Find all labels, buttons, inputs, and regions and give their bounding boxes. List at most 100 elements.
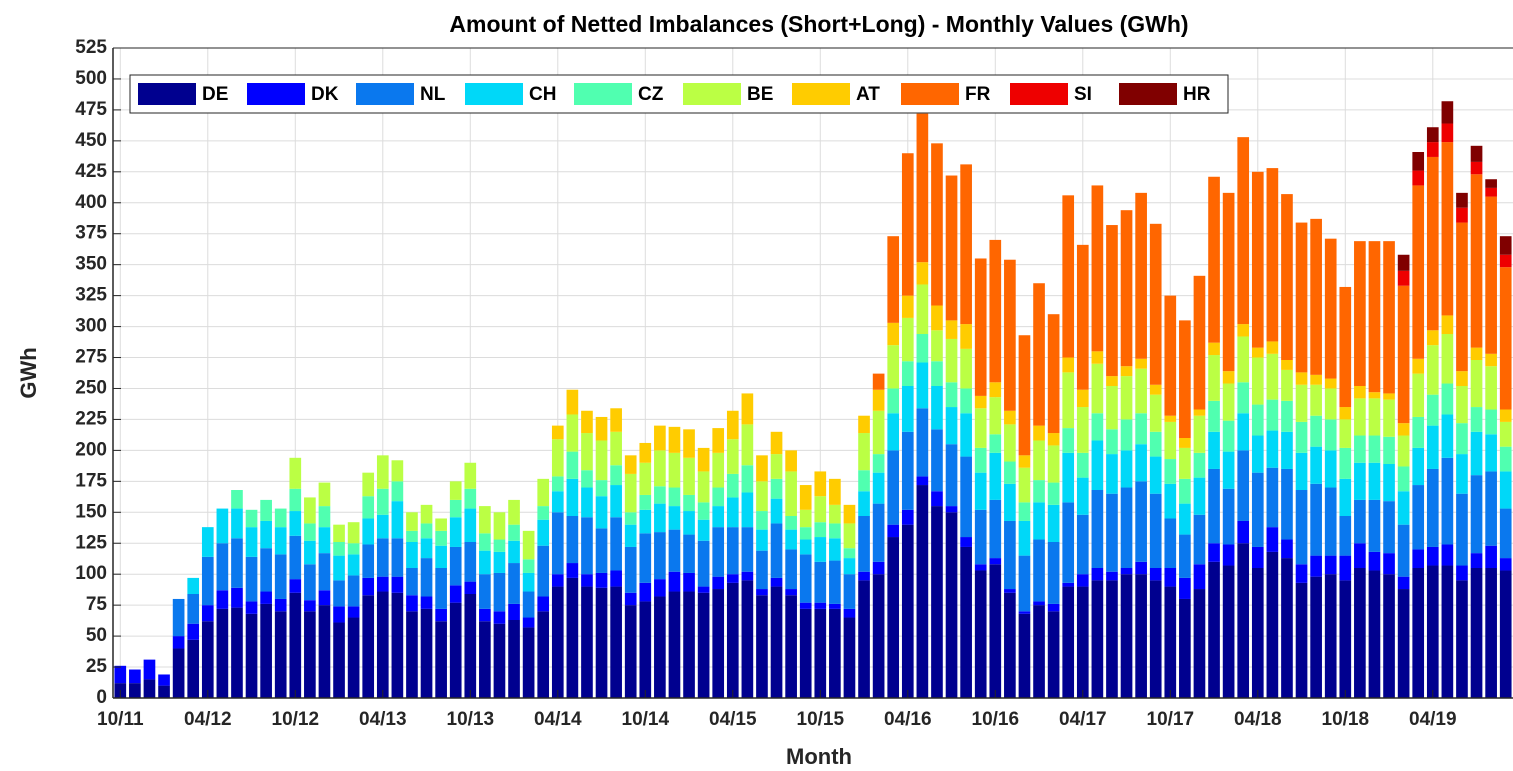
bar-segment	[1047, 445, 1060, 483]
bar-segment	[1412, 447, 1425, 486]
bar-segment	[289, 511, 302, 536]
bar-segment	[274, 554, 287, 599]
bar-segment	[260, 499, 272, 521]
bar-segment	[231, 538, 243, 588]
bar-segment	[1106, 386, 1118, 430]
bar-segment	[1047, 603, 1060, 612]
bar-segment	[318, 590, 331, 606]
bar-segment	[114, 665, 127, 684]
bar-segment	[916, 362, 929, 409]
bar-segment	[974, 395, 987, 409]
bar-segment	[1018, 467, 1031, 503]
bar-segment	[829, 538, 841, 561]
y-tick-label: 375	[75, 223, 107, 244]
bar-segment	[1412, 373, 1425, 417]
bar-segment	[668, 452, 681, 488]
x-tick-label: 04/12	[184, 709, 232, 730]
bar-segment	[435, 530, 447, 546]
bar-segment	[1426, 394, 1439, 426]
bar-segment	[537, 596, 550, 612]
bar-segment	[1485, 366, 1497, 410]
bar-segment	[376, 488, 389, 515]
bar-segment	[1222, 192, 1235, 372]
bar-segment	[522, 591, 535, 618]
bar-segment	[1164, 295, 1177, 416]
ticks: 0 25 50 75 100 125 150 175 200 225 250 275 300 325 350…	[75, 37, 1456, 730]
bar-segment	[1208, 176, 1220, 343]
bar-segment	[318, 553, 331, 591]
bar-segment	[464, 462, 477, 489]
bar-segment	[1470, 161, 1483, 175]
y-tick-label: 75	[86, 594, 108, 615]
bar-segment	[1018, 335, 1031, 456]
bar-segment	[668, 529, 681, 572]
bar-segment	[508, 540, 520, 564]
bar-segment	[1281, 431, 1293, 469]
bar-segment	[1310, 576, 1322, 698]
bar-segment	[581, 433, 593, 471]
bar-segment	[1091, 580, 1104, 698]
bar-segment	[639, 494, 652, 510]
bar-segment	[1295, 372, 1308, 385]
bar-segment	[887, 524, 900, 538]
bar-segment	[1018, 613, 1031, 698]
bar-segment	[1441, 334, 1454, 384]
bar-segment	[726, 497, 739, 528]
bar-segment	[1354, 398, 1366, 436]
bar-segment	[1149, 493, 1162, 568]
bar-segment	[945, 175, 958, 321]
bar-segment	[333, 580, 345, 607]
bar-segment	[1047, 482, 1060, 505]
bar-segment	[785, 589, 797, 596]
bar-segment	[945, 512, 958, 698]
bar-segment	[1281, 558, 1293, 698]
bar-segment	[1456, 371, 1468, 386]
bar-segment	[347, 522, 360, 544]
bar-segment	[1397, 270, 1410, 286]
bar-segment	[829, 478, 841, 505]
bar-segment	[595, 572, 608, 588]
bar-segment	[1426, 468, 1439, 547]
bar-segment	[347, 543, 360, 555]
bar-segment	[726, 473, 739, 498]
bar-segment	[435, 568, 447, 609]
bar-segment	[1018, 455, 1031, 468]
bar-segment	[1179, 598, 1191, 698]
bar-segment	[362, 472, 375, 497]
bar-segment	[872, 574, 885, 698]
bar-segment	[420, 558, 433, 597]
bar-segment	[304, 611, 316, 698]
bar-segment	[1033, 605, 1045, 698]
bar-segment	[1412, 568, 1425, 698]
bar-segment	[1018, 555, 1031, 612]
bar-segment	[1164, 421, 1177, 460]
bar-segment	[1106, 376, 1118, 386]
bar-segment	[697, 586, 710, 593]
bar-segment	[1456, 207, 1468, 223]
bar-segment	[610, 465, 622, 486]
bar-segment	[1354, 386, 1366, 399]
bar-segment	[1324, 238, 1337, 379]
bar-segment	[1499, 570, 1512, 698]
bar-segment	[1208, 468, 1220, 544]
bar-segment	[639, 442, 652, 463]
bar-segment	[814, 602, 827, 609]
bar-segment	[654, 532, 666, 580]
bar-segment	[1091, 568, 1104, 581]
bar-segment	[1076, 452, 1089, 478]
y-tick-label: 525	[75, 37, 107, 58]
bar-segment	[581, 470, 593, 488]
y-tick-label: 275	[75, 347, 107, 368]
bar-segment	[1281, 400, 1293, 432]
bar-segment	[1354, 241, 1366, 386]
bar-segment	[1499, 446, 1512, 472]
bar-segment	[201, 621, 214, 698]
bar-segment	[726, 574, 739, 583]
bar-segment	[1135, 574, 1147, 698]
bar-segment	[639, 533, 652, 583]
bar-segment	[1412, 549, 1425, 568]
bar-segment	[479, 506, 491, 534]
bar-segment	[1033, 425, 1045, 441]
bar-segment	[1441, 123, 1454, 143]
bar-segment	[1281, 539, 1293, 559]
